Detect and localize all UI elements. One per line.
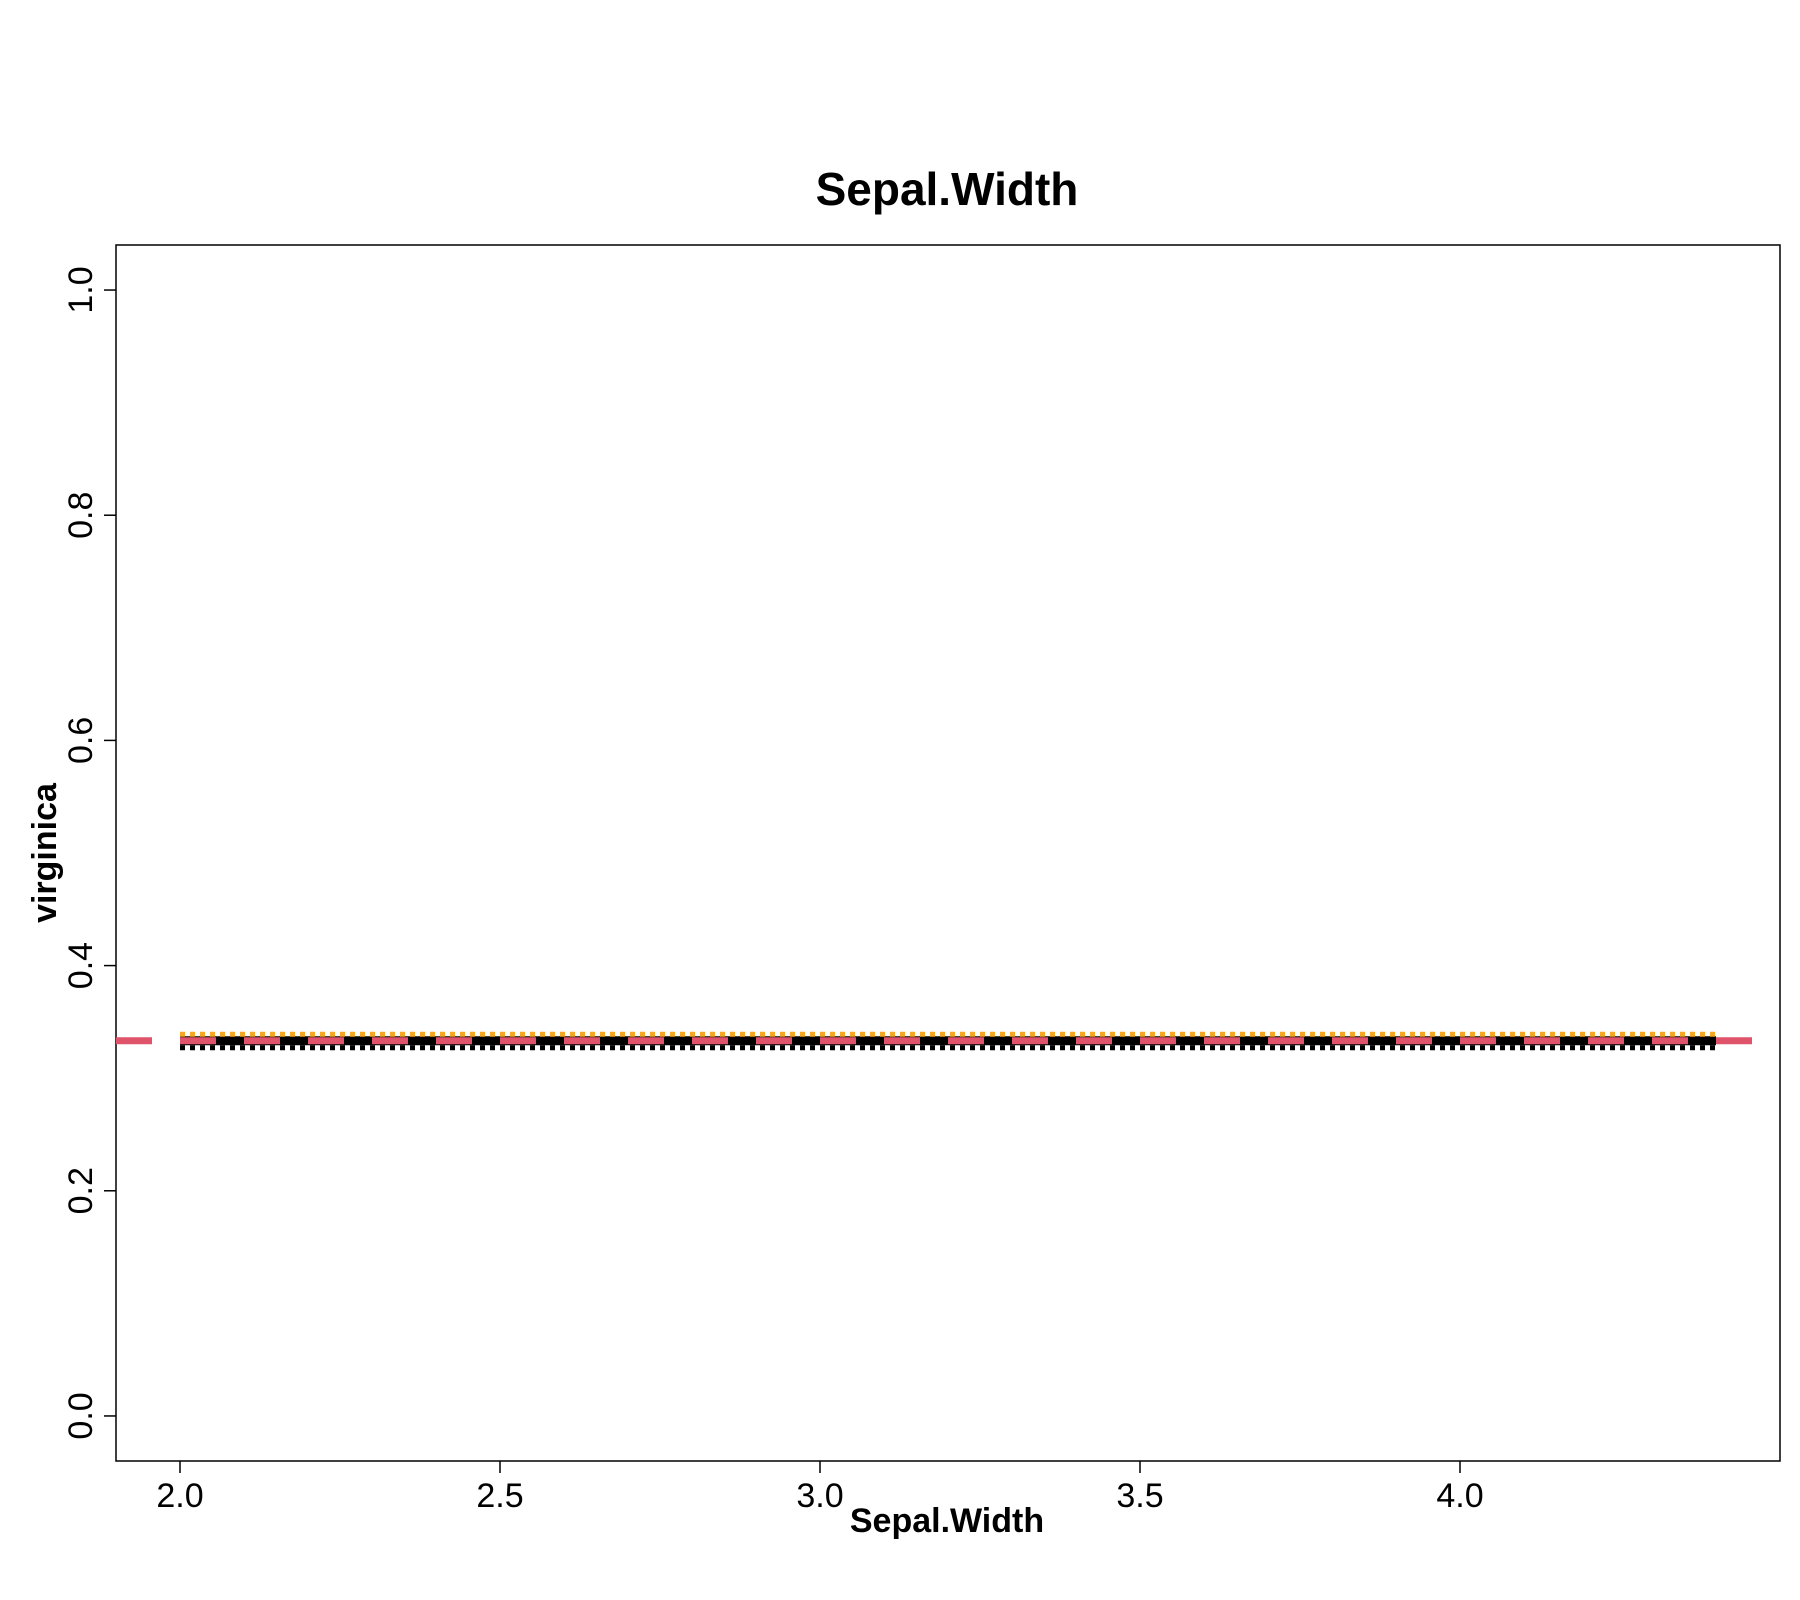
x-tick-label: 2.0: [156, 1477, 203, 1515]
x-tick-label: 3.5: [1116, 1477, 1163, 1515]
chart-title: Sepal.Width: [816, 163, 1079, 215]
y-tick-label: 0.0: [62, 1392, 100, 1439]
x-axis-label: Sepal.Width: [850, 1502, 1044, 1540]
y-axis: 0.0 0.2 0.4 0.6 0.8 1.0: [62, 266, 116, 1440]
y-tick-label: 0.2: [62, 1167, 100, 1214]
y-tick-label: 1.0: [62, 266, 100, 313]
x-tick-label: 3.0: [796, 1477, 843, 1515]
x-tick-label: 4.0: [1436, 1477, 1483, 1515]
y-tick-label: 0.6: [62, 717, 100, 764]
x-axis: 2.0 2.5 3.0 3.5 4.0: [156, 1461, 1484, 1515]
y-tick-label: 0.4: [62, 942, 100, 989]
series-layer: [116, 1031, 1780, 1051]
y-axis-label: virginica: [26, 782, 64, 923]
y-tick-label: 0.8: [62, 492, 100, 539]
x-tick-label: 2.5: [476, 1477, 523, 1515]
plot-frame: [115, 244, 1781, 1462]
